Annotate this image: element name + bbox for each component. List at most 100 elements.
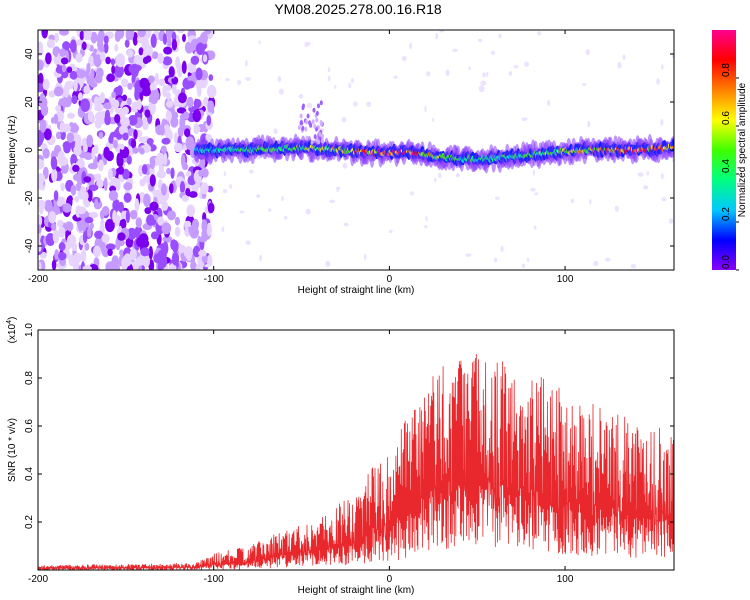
spectrogram-y-tick-label: 40 bbox=[24, 48, 35, 60]
noise-blob bbox=[125, 237, 134, 248]
noise-blob bbox=[142, 255, 150, 268]
noise-blob bbox=[85, 43, 91, 50]
noise-blob bbox=[163, 46, 173, 55]
noise-speck bbox=[221, 226, 225, 232]
noise-blob bbox=[38, 224, 42, 234]
noise-blob bbox=[38, 214, 43, 228]
noise-blob bbox=[141, 87, 151, 97]
noise-blob bbox=[192, 218, 199, 231]
noise-blob bbox=[162, 85, 168, 98]
spectrogram-x-tick-label: -100 bbox=[204, 274, 224, 285]
noise-blob bbox=[38, 59, 44, 71]
noise-blob bbox=[146, 138, 154, 145]
noise-blob bbox=[38, 72, 44, 87]
noise-blob bbox=[161, 201, 169, 211]
snr-y-tick-label: 0.6 bbox=[24, 419, 35, 433]
noise-blob bbox=[167, 210, 176, 221]
snr-x-tick-label: 0 bbox=[387, 574, 393, 585]
noise-blob bbox=[94, 119, 102, 129]
noise-blob bbox=[94, 104, 104, 112]
noise-blob bbox=[134, 85, 139, 96]
noise-blob bbox=[82, 191, 89, 201]
signal-burst bbox=[308, 120, 312, 126]
noise-speck bbox=[495, 196, 500, 200]
noise-speck bbox=[585, 49, 590, 56]
noise-blob bbox=[160, 145, 167, 154]
noise-blob bbox=[66, 132, 75, 144]
noise-blob bbox=[162, 235, 173, 243]
noise-blob bbox=[134, 198, 140, 213]
noise-speck bbox=[534, 192, 539, 196]
noise-blob bbox=[83, 176, 92, 183]
noise-blob bbox=[121, 78, 129, 88]
noise-blob bbox=[129, 248, 137, 261]
noise-blob bbox=[74, 138, 82, 153]
noise-blob bbox=[179, 116, 186, 130]
noise-speck bbox=[646, 170, 650, 176]
noise-blob bbox=[118, 125, 128, 135]
noise-speck bbox=[366, 101, 372, 107]
noise-blob bbox=[58, 156, 68, 166]
signal-burst bbox=[310, 139, 314, 145]
signal-burst bbox=[297, 125, 301, 130]
colorbar-tick-label: 0.8 bbox=[721, 63, 732, 77]
noise-blob bbox=[185, 136, 195, 151]
noise-blob bbox=[62, 203, 72, 213]
noise-blob bbox=[192, 245, 201, 258]
snr-x-tick-label: -100 bbox=[204, 574, 224, 585]
noise-blob bbox=[59, 48, 67, 57]
noise-blob bbox=[81, 41, 87, 51]
noise-blob bbox=[195, 67, 203, 81]
signal-burst bbox=[318, 131, 322, 137]
noise-speck bbox=[298, 93, 304, 99]
spectrogram-y-tick-label: -40 bbox=[24, 238, 35, 253]
noise-blob bbox=[108, 135, 114, 144]
noise-blob bbox=[75, 52, 83, 63]
colorbar-tick-label: 0.6 bbox=[721, 111, 732, 125]
noise-speck bbox=[587, 120, 591, 128]
noise-blob bbox=[185, 170, 192, 177]
noise-blob bbox=[149, 82, 157, 92]
noise-speck bbox=[409, 191, 414, 196]
noise-blob bbox=[98, 131, 104, 140]
noise-blob bbox=[83, 30, 91, 41]
noise-blob bbox=[162, 33, 167, 45]
noise-blob bbox=[114, 44, 119, 52]
noise-blob bbox=[112, 210, 117, 223]
noise-blob bbox=[67, 112, 75, 119]
colorbar-tick-label: 0.2 bbox=[721, 207, 732, 221]
snr-y-scale-suffix: ) bbox=[7, 317, 18, 320]
noise-blob bbox=[72, 252, 83, 264]
noise-blob bbox=[166, 100, 174, 108]
noise-blob bbox=[64, 221, 74, 232]
snr-series-line bbox=[38, 353, 674, 570]
signal-burst bbox=[315, 110, 319, 116]
noise-blob bbox=[161, 222, 172, 235]
noise-blob bbox=[62, 41, 71, 50]
noise-blob bbox=[135, 217, 142, 229]
noise-blob bbox=[177, 63, 183, 78]
noise-blob bbox=[86, 227, 92, 238]
noise-blob bbox=[155, 152, 165, 167]
noise-blob bbox=[45, 52, 52, 65]
noise-speck bbox=[259, 254, 263, 262]
noise-speck bbox=[336, 187, 339, 193]
noise-speck bbox=[273, 128, 278, 135]
noise-speck bbox=[424, 225, 428, 229]
noise-blob bbox=[138, 233, 149, 245]
noise-blob bbox=[99, 241, 106, 252]
noise-blob bbox=[108, 181, 116, 187]
colorbar: 0.0 0.2 0.4 0.6 0.8 Normalized spectral ampl… bbox=[712, 30, 748, 271]
noise-blob bbox=[149, 174, 156, 187]
noise-blob bbox=[206, 50, 216, 60]
noise-blob bbox=[144, 207, 152, 215]
noise-blob bbox=[136, 98, 142, 111]
noise-blob bbox=[99, 209, 105, 220]
noise-blob bbox=[130, 63, 140, 76]
noise-blob bbox=[200, 182, 209, 195]
noise-speck bbox=[229, 184, 233, 189]
noise-blob bbox=[66, 66, 73, 73]
noise-blob bbox=[54, 249, 60, 260]
noise-blob bbox=[176, 30, 185, 34]
noise-blob bbox=[59, 258, 67, 267]
